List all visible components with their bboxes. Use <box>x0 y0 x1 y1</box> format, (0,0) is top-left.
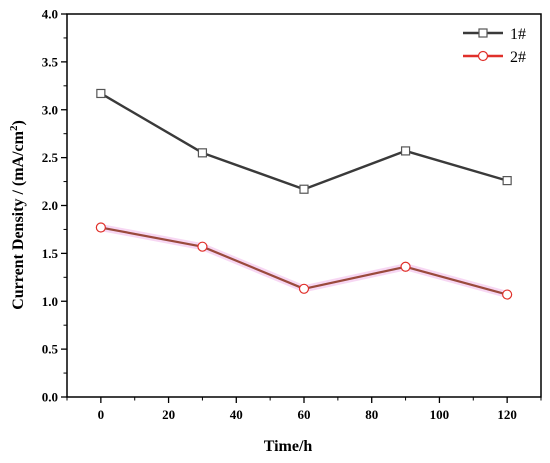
x-axis-title: Time/h <box>264 438 313 455</box>
legend: 1#2# <box>463 26 526 66</box>
y-tick-label: 0.0 <box>42 390 58 405</box>
x-tick-label: 120 <box>497 407 517 422</box>
plot-frame <box>66 13 542 398</box>
series-2-point <box>95 222 106 233</box>
legend-swatch-marker <box>477 50 489 62</box>
y-tick-label: 2.5 <box>42 150 59 165</box>
x-tick-label: 80 <box>365 407 378 422</box>
x-tick-label: 0 <box>98 407 105 422</box>
series-1-point <box>400 146 411 156</box>
y-tick-label: 1.5 <box>42 246 59 261</box>
legend-label: 2# <box>510 49 526 66</box>
y-tick-label: 0.5 <box>42 342 59 357</box>
series-2-point <box>502 289 513 300</box>
series-1-line <box>100 92 508 191</box>
series-1-point <box>96 88 106 99</box>
series-1-point <box>197 148 208 158</box>
y-axis-title: Current Density / (mA/cm2) <box>8 120 27 310</box>
y-tick-label: 3.5 <box>42 54 59 69</box>
series-1-point <box>502 176 512 186</box>
x-tick-label: 100 <box>430 407 450 422</box>
x-tick-label: 60 <box>298 407 311 422</box>
y-tick-label: 4.0 <box>42 7 58 22</box>
y-tick-label: 3.0 <box>42 102 58 117</box>
series-1-point <box>299 184 309 194</box>
x-tick-label: 40 <box>230 407 243 422</box>
series-2-point <box>298 283 310 294</box>
legend-swatch-marker <box>478 28 488 38</box>
y-axis-title-superscript: 2 <box>8 125 20 131</box>
legend-label: 1# <box>510 26 526 43</box>
y-axis-title-main: Current Density / (mA/cm <box>10 130 27 309</box>
series-2-point <box>197 241 208 252</box>
series-2-point <box>400 261 411 272</box>
x-tick-label: 20 <box>162 407 175 422</box>
y-axis-title-tail: ) <box>10 120 27 125</box>
y-tick-label: 1.0 <box>42 294 58 309</box>
y-tick-label: 2.0 <box>42 198 58 213</box>
ticks-layer: 0 20 40 60 80 100 120 0.0 0.5 1.0 1.5 2.0 2.5 3.0 3.5 4… <box>42 7 542 422</box>
series-layer <box>95 88 513 300</box>
